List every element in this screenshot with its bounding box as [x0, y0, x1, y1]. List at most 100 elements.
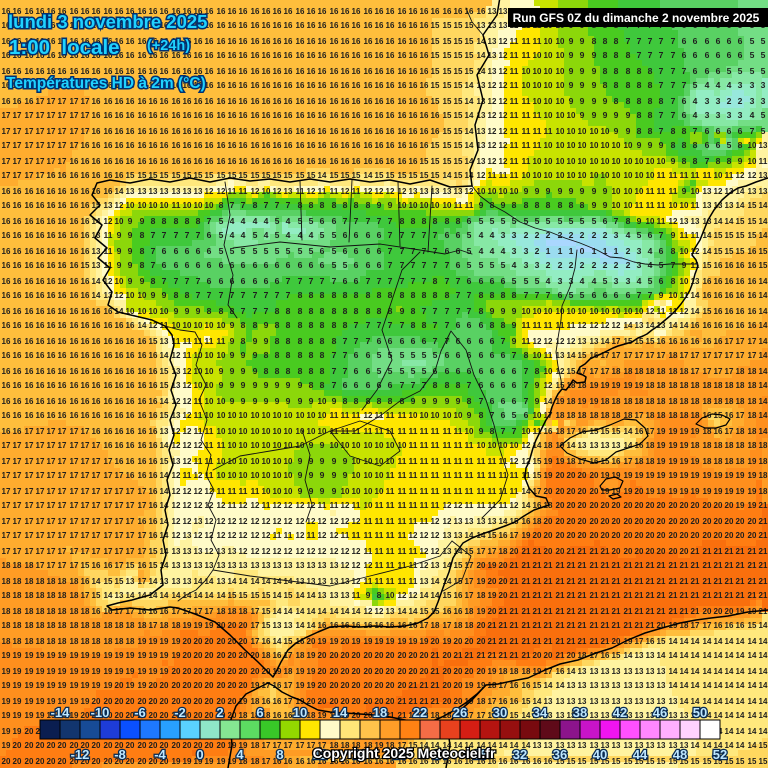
svg-text:10: 10	[590, 170, 599, 180]
svg-text:16: 16	[126, 126, 135, 136]
svg-text:8: 8	[501, 290, 506, 300]
svg-text:8: 8	[637, 96, 642, 106]
svg-text:10: 10	[228, 470, 237, 480]
svg-text:20: 20	[375, 696, 384, 706]
svg-text:5: 5	[467, 260, 472, 270]
svg-text:13: 13	[556, 350, 565, 360]
svg-text:15: 15	[601, 756, 610, 766]
svg-text:19: 19	[172, 756, 181, 766]
svg-text:16: 16	[205, 20, 214, 30]
svg-text:6: 6	[705, 140, 710, 150]
svg-text:16: 16	[81, 576, 90, 586]
svg-text:20: 20	[635, 516, 644, 526]
svg-text:11: 11	[172, 336, 181, 346]
svg-text:17: 17	[13, 530, 22, 540]
svg-text:11: 11	[533, 36, 542, 46]
svg-text:5: 5	[490, 216, 495, 226]
svg-text:11: 11	[386, 410, 395, 420]
svg-text:11: 11	[386, 576, 395, 586]
svg-text:16: 16	[307, 156, 316, 166]
svg-text:13: 13	[454, 516, 463, 526]
svg-text:12: 12	[273, 186, 282, 196]
svg-text:15: 15	[228, 170, 237, 180]
svg-text:14: 14	[307, 620, 316, 630]
svg-text:5: 5	[275, 230, 280, 240]
svg-text:21: 21	[510, 636, 519, 646]
svg-text:20: 20	[194, 650, 203, 660]
svg-text:8: 8	[445, 380, 450, 390]
svg-text:16: 16	[58, 320, 67, 330]
svg-text:20: 20	[81, 740, 90, 750]
svg-text:16: 16	[420, 20, 429, 30]
svg-text:20: 20	[330, 696, 339, 706]
svg-text:20: 20	[393, 747, 407, 762]
svg-text:10: 10	[398, 440, 407, 450]
svg-text:16: 16	[273, 710, 282, 720]
svg-text:8: 8	[219, 200, 224, 210]
svg-text:9: 9	[128, 246, 133, 256]
svg-text:18: 18	[81, 620, 90, 630]
svg-text:13: 13	[680, 216, 689, 226]
svg-text:7: 7	[264, 306, 269, 316]
svg-text:14: 14	[522, 486, 531, 496]
svg-text:9: 9	[264, 396, 269, 406]
svg-text:11: 11	[691, 200, 700, 210]
svg-text:16: 16	[70, 6, 79, 16]
svg-text:3: 3	[716, 96, 721, 106]
svg-text:15: 15	[635, 336, 644, 346]
svg-text:8: 8	[682, 156, 687, 166]
svg-text:13: 13	[567, 740, 576, 750]
svg-text:1: 1	[558, 246, 563, 256]
svg-text:21: 21	[510, 576, 519, 586]
svg-text:14: 14	[104, 590, 113, 600]
svg-text:14: 14	[533, 710, 542, 720]
svg-text:13: 13	[590, 696, 599, 706]
svg-text:16: 16	[522, 680, 531, 690]
svg-text:5: 5	[750, 36, 755, 46]
svg-text:11: 11	[703, 170, 712, 180]
svg-text:8: 8	[320, 380, 325, 390]
svg-text:4: 4	[253, 216, 258, 226]
svg-text:11: 11	[352, 410, 361, 420]
svg-text:13: 13	[544, 740, 553, 750]
svg-text:18: 18	[13, 576, 22, 586]
svg-text:16: 16	[364, 96, 373, 106]
svg-text:16: 16	[115, 36, 124, 46]
svg-text:17: 17	[104, 500, 113, 510]
svg-text:10: 10	[375, 440, 384, 450]
svg-text:7: 7	[501, 426, 506, 436]
svg-text:20: 20	[160, 756, 169, 766]
svg-text:15: 15	[81, 560, 90, 570]
svg-text:7: 7	[524, 380, 529, 390]
svg-text:12: 12	[307, 500, 316, 510]
svg-text:7: 7	[388, 260, 393, 270]
svg-text:14: 14	[567, 350, 576, 360]
svg-text:42: 42	[613, 705, 627, 720]
svg-text:12: 12	[318, 530, 327, 540]
svg-text:8: 8	[207, 306, 212, 316]
svg-text:16: 16	[149, 456, 158, 466]
svg-text:15: 15	[149, 560, 158, 570]
svg-text:7: 7	[422, 230, 427, 240]
svg-text:6: 6	[727, 126, 732, 136]
svg-text:9: 9	[377, 200, 382, 210]
svg-text:17: 17	[251, 620, 260, 630]
svg-text:16: 16	[273, 650, 282, 660]
svg-text:4: 4	[298, 230, 303, 240]
svg-text:15: 15	[92, 590, 101, 600]
svg-text:15: 15	[431, 20, 440, 30]
svg-text:11: 11	[657, 216, 666, 226]
svg-text:16: 16	[81, 50, 90, 60]
svg-text:16: 16	[398, 66, 407, 76]
svg-text:16: 16	[194, 96, 203, 106]
svg-text:14: 14	[160, 486, 169, 496]
svg-text:9: 9	[614, 126, 619, 136]
svg-text:8: 8	[411, 320, 416, 330]
svg-text:12: 12	[341, 500, 350, 510]
svg-text:16: 16	[398, 140, 407, 150]
svg-text:14: 14	[601, 336, 610, 346]
svg-text:17: 17	[58, 440, 67, 450]
svg-text:16: 16	[81, 230, 90, 240]
svg-text:11: 11	[284, 530, 293, 540]
svg-text:12: 12	[488, 156, 497, 166]
